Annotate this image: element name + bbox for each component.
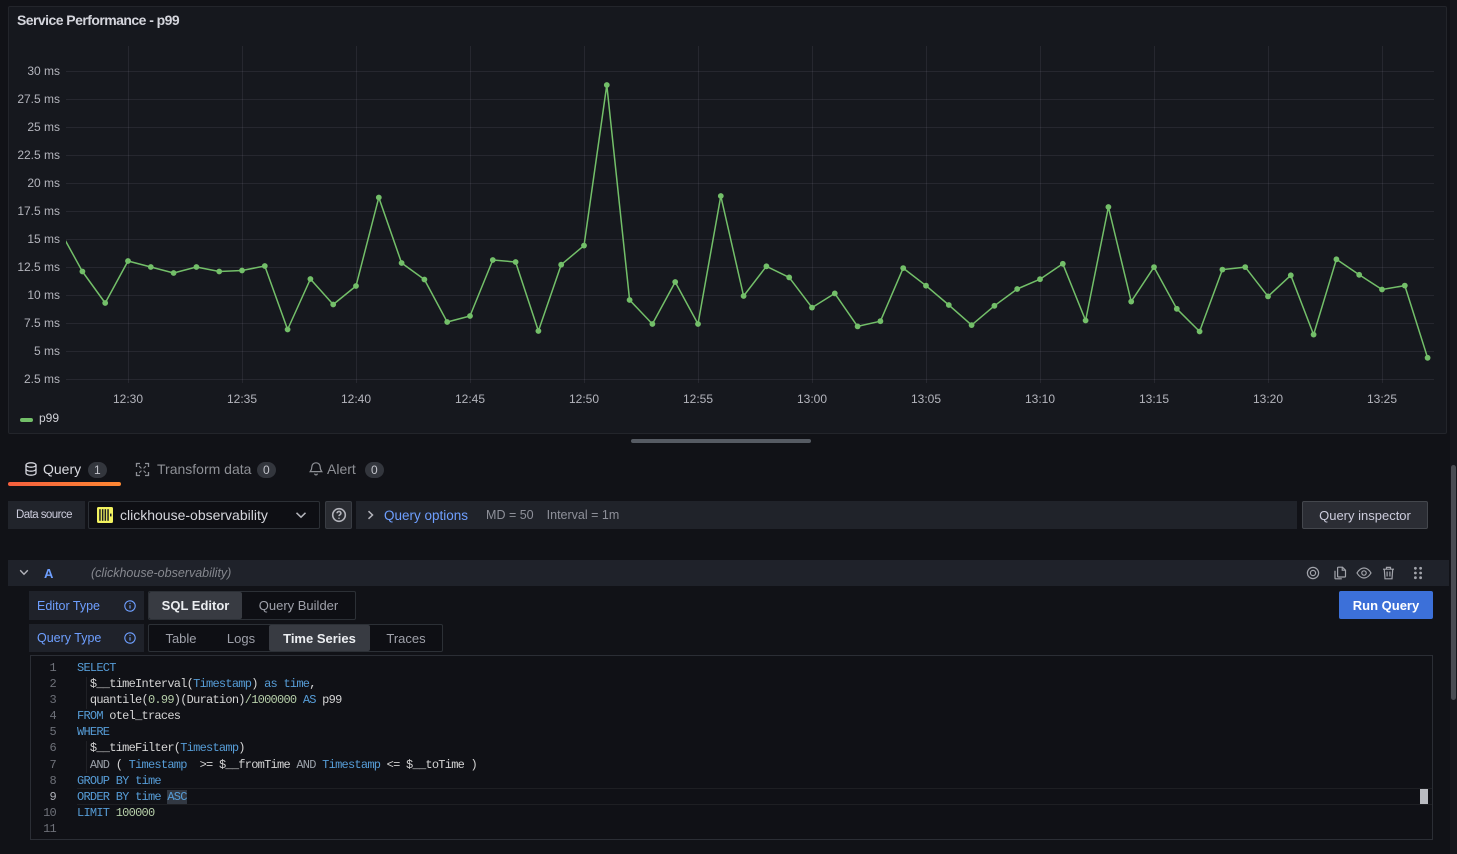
svg-text:13:10: 13:10 bbox=[1025, 392, 1055, 406]
svg-text:12:30: 12:30 bbox=[113, 392, 143, 406]
svg-text:12:40: 12:40 bbox=[341, 392, 371, 406]
svg-text:10 ms: 10 ms bbox=[27, 288, 60, 302]
svg-text:2.5 ms: 2.5 ms bbox=[24, 372, 60, 386]
svg-text:13:15: 13:15 bbox=[1139, 392, 1169, 406]
svg-text:5 ms: 5 ms bbox=[34, 344, 60, 358]
svg-text:13:25: 13:25 bbox=[1367, 392, 1397, 406]
svg-text:30 ms: 30 ms bbox=[27, 64, 60, 78]
svg-text:20 ms: 20 ms bbox=[27, 176, 60, 190]
svg-text:17.5 ms: 17.5 ms bbox=[17, 204, 60, 218]
svg-text:12:50: 12:50 bbox=[569, 392, 599, 406]
svg-text:13:00: 13:00 bbox=[797, 392, 827, 406]
svg-text:12.5 ms: 12.5 ms bbox=[17, 260, 60, 274]
svg-text:27.5 ms: 27.5 ms bbox=[17, 92, 60, 106]
svg-text:13:05: 13:05 bbox=[911, 392, 941, 406]
svg-text:15 ms: 15 ms bbox=[27, 232, 60, 246]
svg-text:25 ms: 25 ms bbox=[27, 120, 60, 134]
svg-text:12:35: 12:35 bbox=[227, 392, 257, 406]
svg-text:13:20: 13:20 bbox=[1253, 392, 1283, 406]
svg-text:12:45: 12:45 bbox=[455, 392, 485, 406]
svg-text:22.5 ms: 22.5 ms bbox=[17, 148, 60, 162]
svg-text:12:55: 12:55 bbox=[683, 392, 713, 406]
svg-text:7.5 ms: 7.5 ms bbox=[24, 316, 60, 330]
